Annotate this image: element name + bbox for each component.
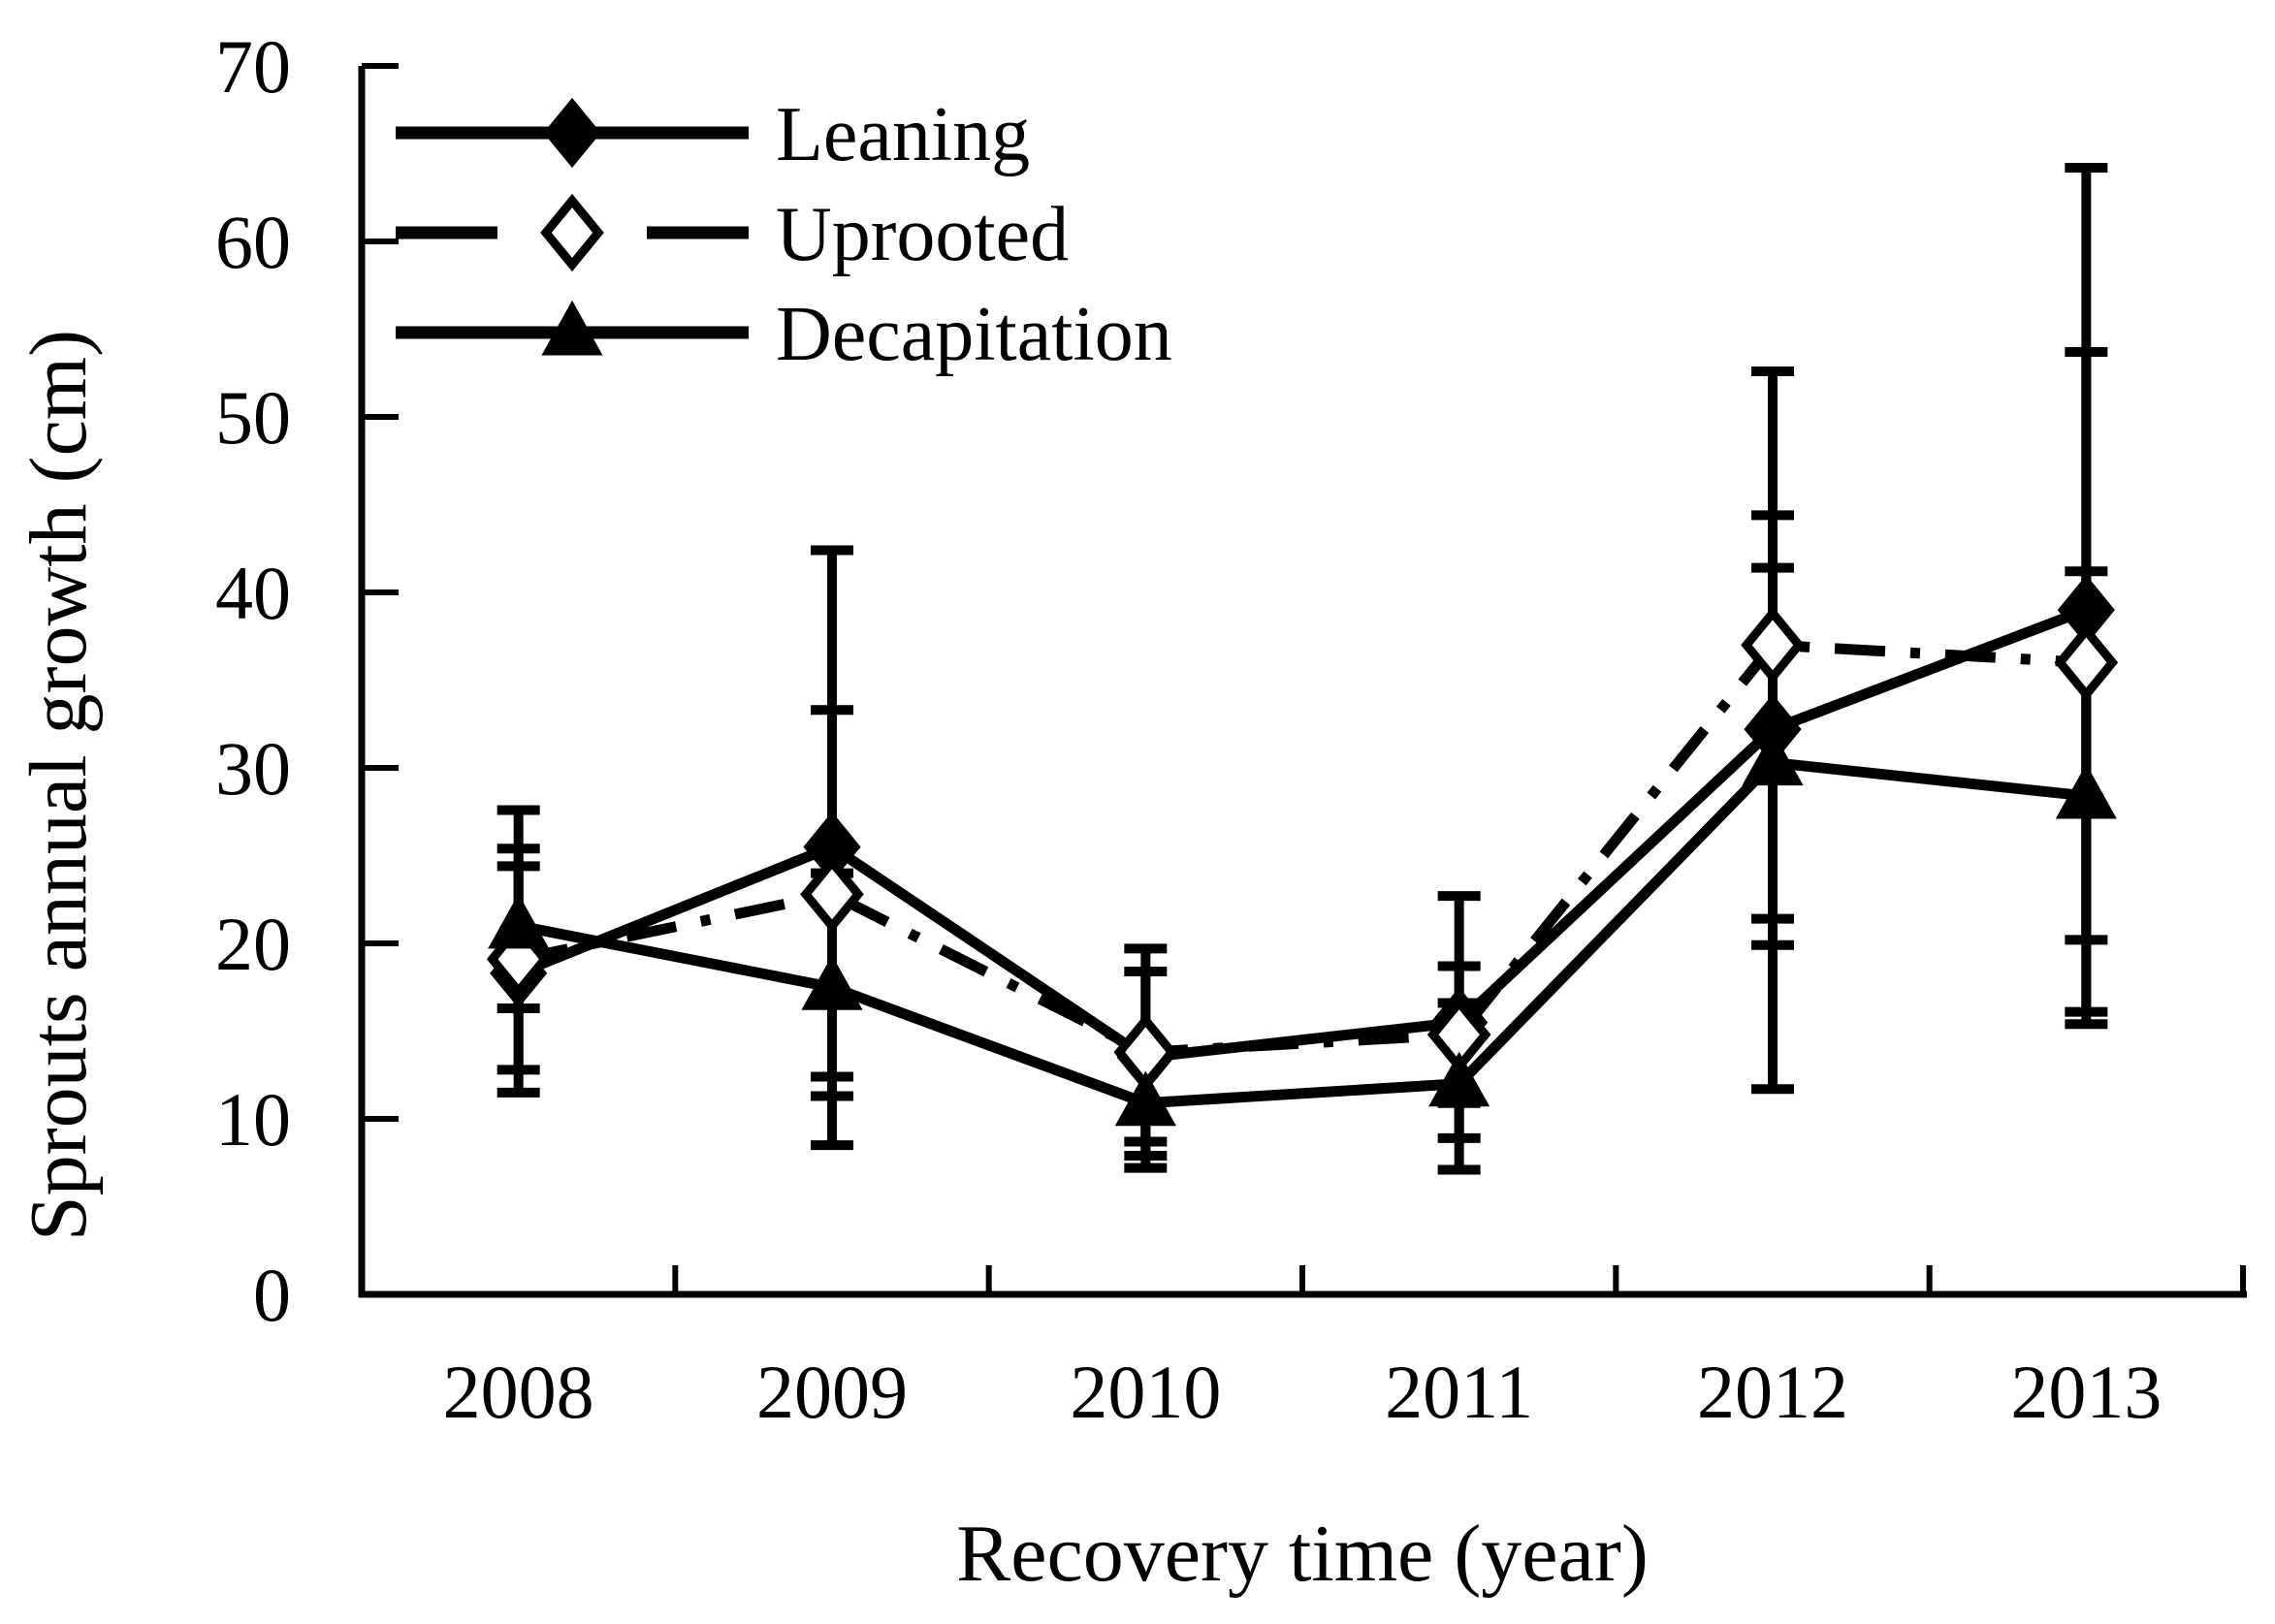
legend-item-uprooted: Uprooted	[396, 192, 1069, 277]
legend-item-decapitation: Decapitation	[396, 292, 1172, 377]
y-tick-label: 10	[215, 1077, 291, 1162]
legend: Leaning Uprooted Decapitation	[396, 92, 1172, 377]
marker-uprooted	[1741, 606, 1805, 685]
series-line-leaning	[516, 604, 2089, 1064]
marker-decapitation	[2055, 763, 2117, 819]
legend-item-leaning: Leaning	[396, 92, 1030, 177]
legend-filled-triangle-icon	[541, 300, 603, 356]
y-tick-label: 40	[215, 551, 291, 635]
y-tick-label: 30	[215, 726, 291, 811]
y-tick-label: 20	[215, 902, 291, 986]
series-lines-layer	[516, 604, 2089, 1109]
marker-decapitation	[1428, 1051, 1490, 1107]
series-line-decapitation	[517, 756, 2087, 1109]
marker-decapitation	[488, 893, 550, 949]
axes-layer: 0 10 20 30 40 50 60 70 2008 2009 2010 2011 2012 2013	[215, 24, 2247, 1434]
marker-decapitation	[801, 955, 863, 1010]
x-tick-label: 2012	[1697, 1350, 1848, 1434]
marker-decapitation	[1742, 730, 1804, 786]
x-tick-label: 2009	[756, 1350, 908, 1434]
x-tick-label: 2010	[1070, 1350, 1221, 1434]
legend-open-diamond-icon	[540, 193, 604, 272]
x-tick-label: 2008	[443, 1350, 594, 1434]
series-line-uprooted	[517, 639, 2087, 1058]
y-tick-label: 60	[215, 200, 291, 284]
markers-layer	[486, 574, 2119, 1127]
marker-uprooted	[2054, 623, 2119, 702]
x-axis-title: Recovery time (year)	[956, 1509, 1649, 1599]
legend-label: Decapitation	[776, 292, 1172, 377]
y-axis-title: Sprouts annual growth (cm)	[14, 330, 104, 1241]
x-tick-label: 2011	[1385, 1350, 1533, 1434]
y-tick-label: 50	[215, 375, 291, 460]
y-tick-label: 70	[215, 24, 291, 109]
legend-label: Uprooted	[776, 192, 1069, 277]
error-bars-layer	[497, 162, 2108, 1175]
x-tick-label: 2013	[2010, 1350, 2162, 1434]
legend-label: Leaning	[776, 92, 1030, 177]
marker-uprooted	[800, 855, 864, 934]
legend-filled-diamond-icon	[543, 97, 601, 169]
marker-decapitation	[1114, 1070, 1176, 1127]
y-tick-label: 0	[253, 1253, 291, 1337]
